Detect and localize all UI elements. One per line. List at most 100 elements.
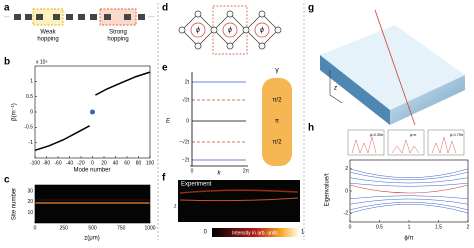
y-tick-label: 10 bbox=[27, 210, 33, 216]
x-axis-label: z(μm) bbox=[84, 236, 99, 242]
edge-state bbox=[349, 184, 469, 194]
x-tick-label: 2π bbox=[243, 168, 250, 174]
x-tick-label: -40 bbox=[66, 160, 73, 166]
label: ϕ bbox=[260, 27, 264, 34]
x-tick-label: 500 bbox=[88, 225, 97, 231]
panel-label: c bbox=[4, 175, 10, 186]
y-tick-label: 2 bbox=[345, 166, 348, 172]
y-tick-label: 0.5 bbox=[26, 94, 33, 100]
y-tick-label: -1 bbox=[29, 140, 34, 146]
label: Experiment bbox=[181, 182, 212, 188]
plot-frame bbox=[349, 159, 469, 223]
diamond-lattice bbox=[178, 5, 282, 55]
y-tick-label: 30 bbox=[27, 189, 33, 195]
panel-label: f bbox=[162, 173, 166, 184]
x-tick-label: 60 bbox=[124, 160, 130, 166]
colorbar bbox=[212, 228, 298, 237]
x-tick-label: 0 bbox=[349, 224, 352, 230]
y-tick-label: √2t bbox=[182, 96, 190, 103]
x-tick-label: 20 bbox=[101, 160, 107, 166]
y-tick-label: -2 bbox=[344, 210, 349, 216]
x-axis-label: Mode number bbox=[73, 168, 110, 174]
y-tick-label: −√2t bbox=[179, 138, 189, 145]
svg-text:···: ··· bbox=[4, 15, 10, 21]
panel-label: e bbox=[162, 63, 168, 74]
panel-label: g bbox=[308, 3, 314, 14]
band bbox=[349, 177, 469, 184]
x-tick-label: 100 bbox=[146, 160, 155, 166]
band bbox=[349, 183, 469, 187]
label: Intensity in arb. units bbox=[232, 230, 278, 236]
panel-label: b bbox=[4, 57, 10, 68]
label: ϕ=π bbox=[410, 133, 417, 137]
label: π bbox=[275, 119, 279, 125]
label: π/2 bbox=[272, 140, 282, 146]
band bbox=[349, 171, 469, 180]
label: 1 bbox=[301, 230, 305, 236]
label: hopping bbox=[107, 37, 128, 43]
panel-label: d bbox=[162, 3, 168, 14]
band bbox=[349, 168, 469, 178]
band bbox=[349, 198, 469, 205]
waveguide-slab bbox=[320, 9, 465, 126]
x-tick-label: 1.5 bbox=[435, 224, 442, 230]
label: z bbox=[333, 86, 337, 92]
label: x 10⁵ bbox=[36, 59, 48, 65]
experiment-light bbox=[179, 189, 299, 194]
y-axis-label: Eigenvalue/t bbox=[325, 173, 331, 206]
x-tick-label: 0.5 bbox=[376, 224, 383, 230]
panel-label: a bbox=[4, 3, 10, 14]
y-tick-label: 0 bbox=[186, 118, 189, 124]
x-tick-label: -80 bbox=[43, 160, 50, 166]
x-axis-label: k bbox=[218, 171, 222, 177]
y-tick-label: −2t bbox=[182, 157, 190, 163]
label: Weak bbox=[40, 30, 56, 36]
experiment-light bbox=[179, 197, 299, 202]
band-levels bbox=[190, 72, 292, 167]
label: 0 bbox=[204, 230, 208, 236]
band bbox=[349, 204, 469, 214]
y-axis-label: Site number bbox=[12, 188, 18, 220]
x-tick-label: 0 bbox=[191, 168, 194, 174]
x-tick-label: 1000 bbox=[144, 225, 155, 231]
x-tick-label: -60 bbox=[54, 160, 61, 166]
label: π/2 bbox=[272, 98, 282, 104]
x-tick-label: 750 bbox=[117, 225, 126, 231]
label: ϕ=1.75π bbox=[450, 133, 464, 137]
x-tick-label: 1 bbox=[408, 224, 411, 230]
y-tick-label: 2t bbox=[185, 79, 190, 85]
y-tick-label: 0 bbox=[345, 188, 348, 194]
y-tick-label: -0.5 bbox=[24, 125, 33, 131]
label: Strong bbox=[109, 30, 127, 36]
x-tick-label: 40 bbox=[113, 160, 119, 166]
label: ϕ=0.35π bbox=[370, 133, 384, 137]
x-tick-label: 80 bbox=[136, 160, 142, 166]
x-tick-label: 0 bbox=[34, 225, 37, 231]
y-tick-label: 0 bbox=[30, 109, 33, 115]
x-axis-label: ϕ/π bbox=[404, 236, 413, 242]
svg-text:···: ··· bbox=[148, 15, 154, 21]
label: γ bbox=[275, 67, 279, 74]
y-tick-label: 1 bbox=[30, 79, 33, 85]
label: z bbox=[174, 203, 177, 209]
x-tick-label: 0 bbox=[91, 160, 94, 166]
label: x bbox=[182, 213, 185, 219]
x-tick-label: 250 bbox=[60, 225, 69, 231]
h-insets bbox=[347, 129, 465, 156]
point bbox=[90, 109, 95, 115]
curve bbox=[95, 71, 151, 96]
y-axis-label: β(m⁻¹) bbox=[12, 103, 18, 121]
y-tick-label: 20 bbox=[27, 199, 33, 205]
label: hopping bbox=[37, 37, 58, 43]
lattice-a: ··· ··· bbox=[4, 8, 154, 26]
label: ϕ bbox=[196, 27, 200, 34]
label: ϕ bbox=[228, 27, 232, 34]
y-axis-label: E bbox=[166, 119, 171, 125]
heatmap bbox=[35, 185, 150, 223]
curve bbox=[34, 125, 90, 152]
x-tick-label: -20 bbox=[77, 160, 84, 166]
band bbox=[349, 195, 469, 199]
x-tick-label: -100 bbox=[30, 160, 40, 166]
panel-label: h bbox=[308, 123, 314, 134]
